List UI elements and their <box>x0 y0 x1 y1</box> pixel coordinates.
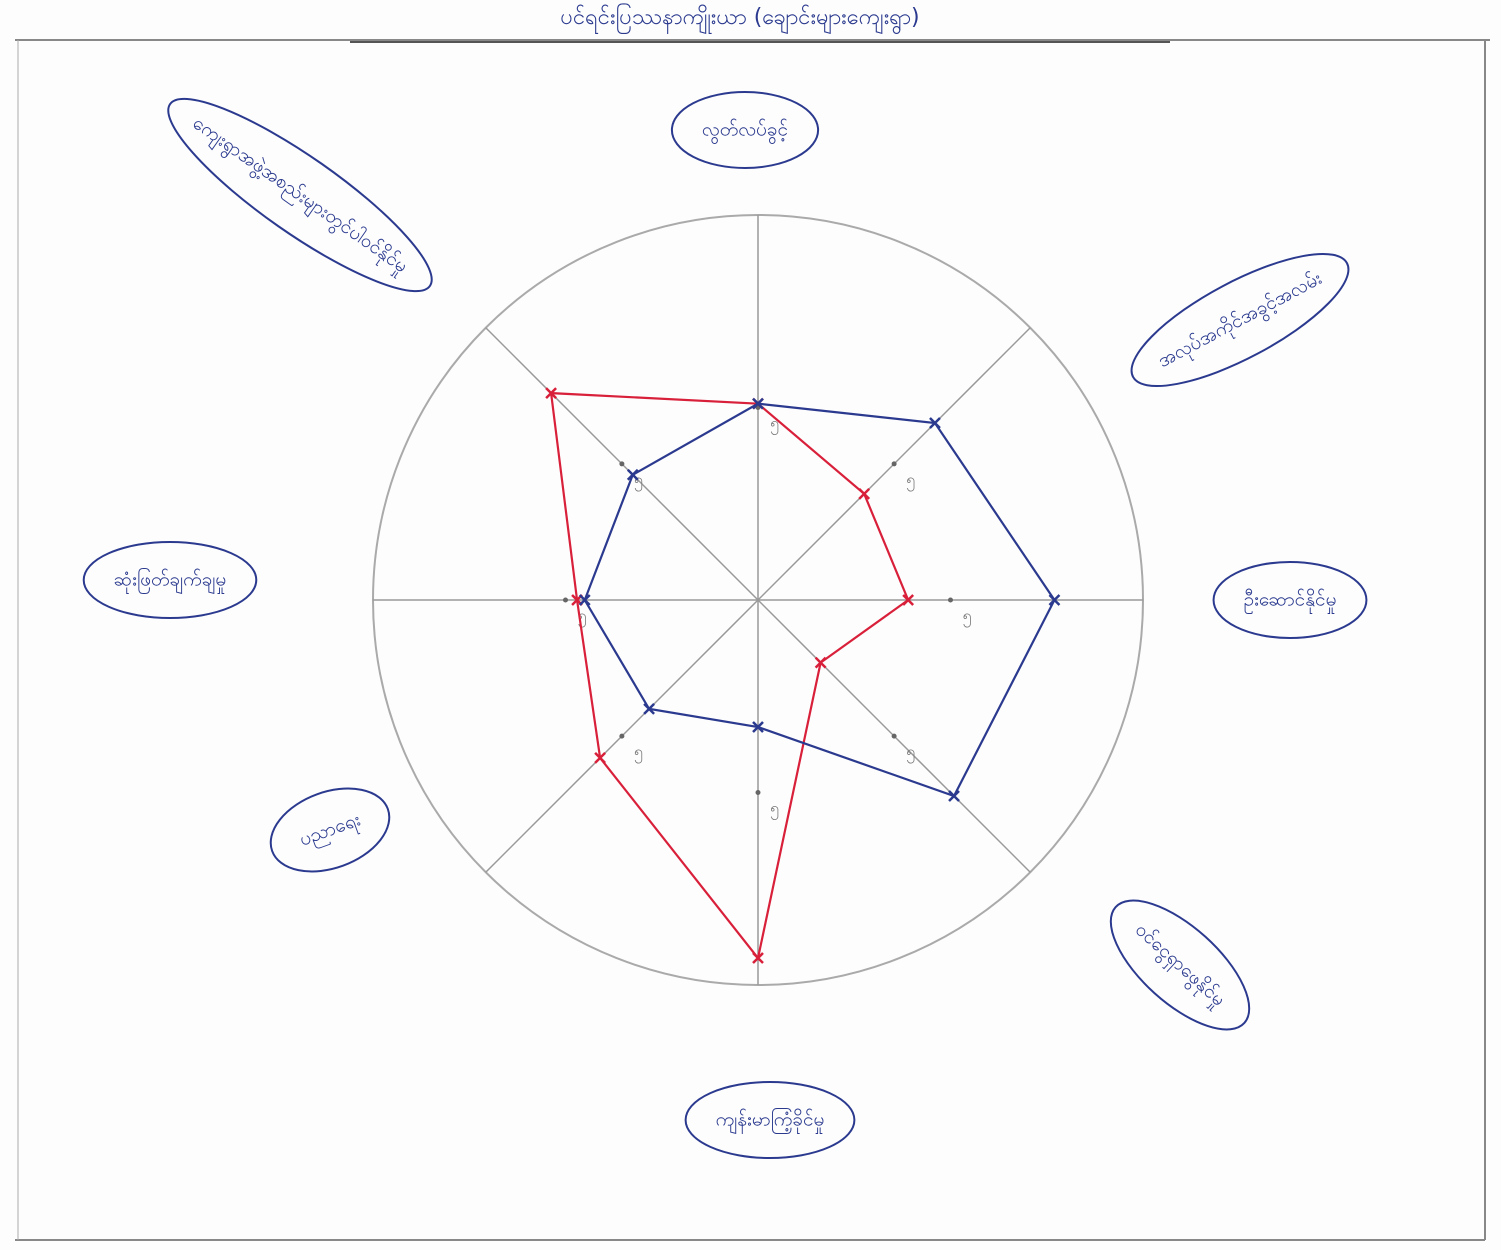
tick-label: ၅ <box>770 798 779 820</box>
category-label: ဆုံးဖြတ်ချက်ချမှု <box>114 567 227 595</box>
tick-label: ၅ <box>634 742 643 764</box>
category-label: ကျန်းမာကြံ့ခိုင်မှု <box>716 1107 825 1135</box>
tick-mark <box>619 734 624 739</box>
tick-mark <box>892 734 897 739</box>
tick-label: ၅ <box>963 606 972 628</box>
tick-mark <box>563 598 568 603</box>
paper <box>0 0 1501 1250</box>
category-label: လွတ်လပ်ခွင့် <box>702 118 788 145</box>
tick-mark <box>892 461 897 466</box>
tick-mark <box>619 461 624 466</box>
category-label: ဦးဆောင်နိုင်မှု <box>1244 588 1337 615</box>
chart: ပင်ရင်းပြဿနာကျိုးယာ (ချောင်းများကျေးရွာ)… <box>0 0 1501 1250</box>
tick-mark <box>948 598 953 603</box>
tick-label: ၅ <box>906 742 915 764</box>
tick-mark <box>756 790 761 795</box>
tick-label: ၅ <box>906 469 915 491</box>
